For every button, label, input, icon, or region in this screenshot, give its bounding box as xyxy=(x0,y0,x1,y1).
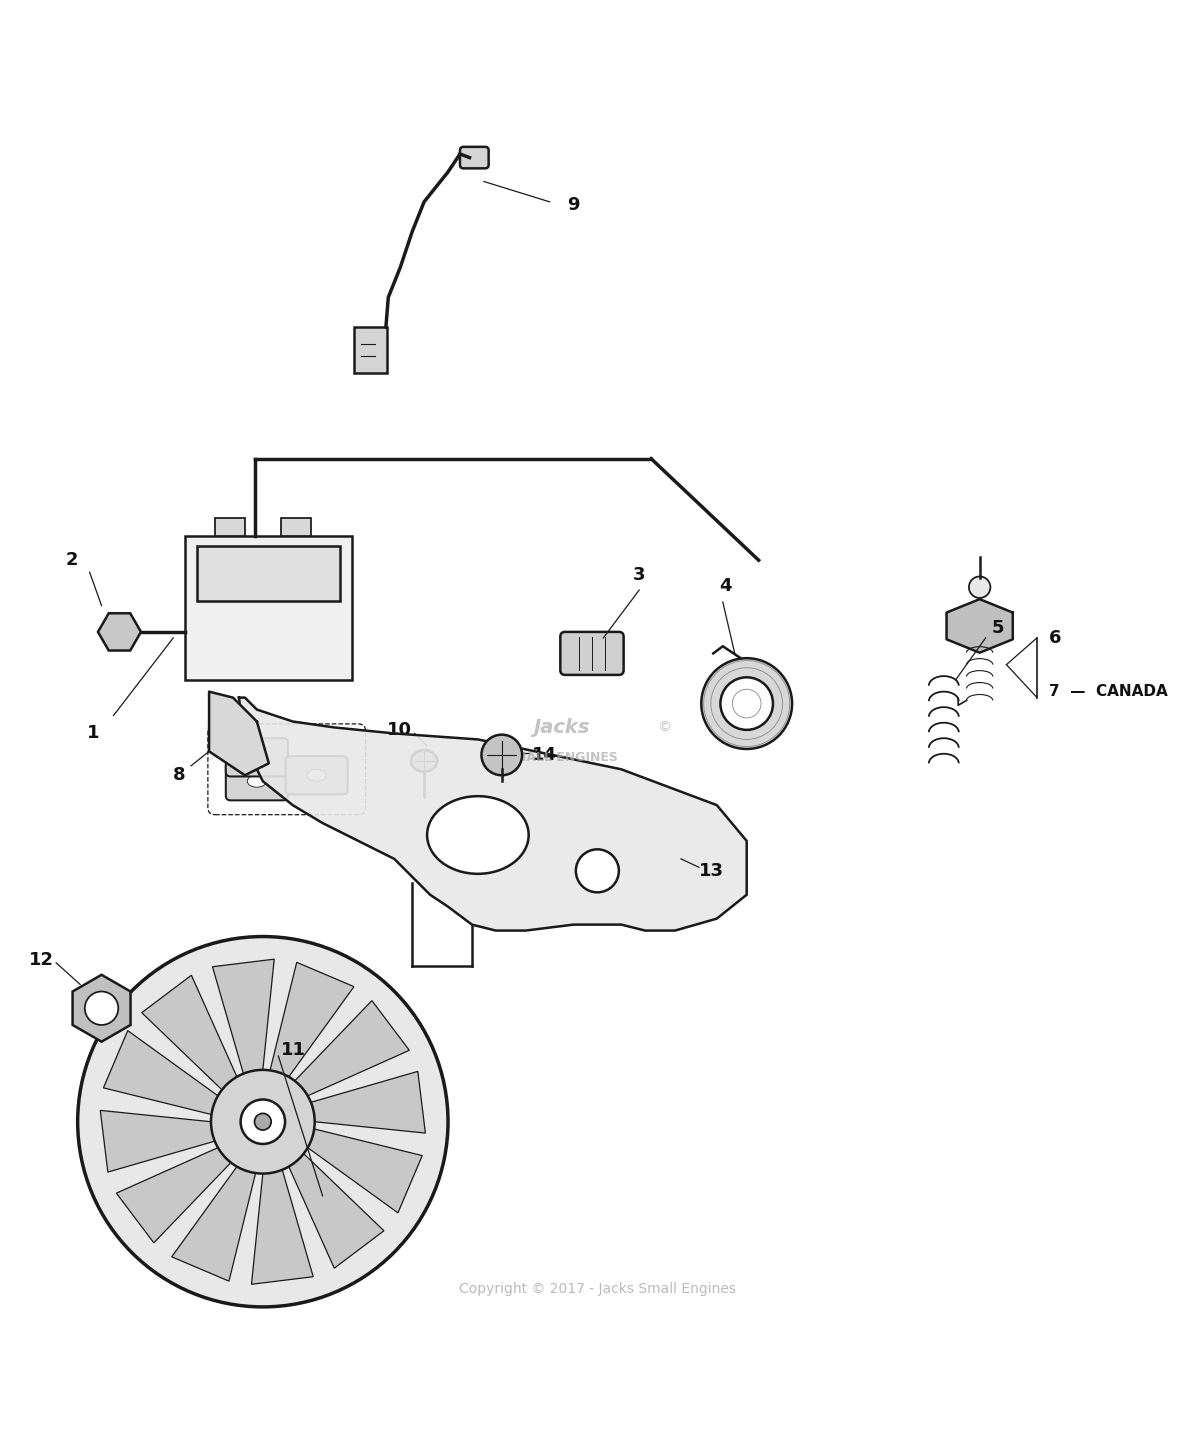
Polygon shape xyxy=(295,1000,409,1095)
FancyBboxPatch shape xyxy=(286,756,348,795)
Polygon shape xyxy=(270,962,354,1076)
Text: Jacks: Jacks xyxy=(533,719,589,737)
Bar xyxy=(197,547,341,600)
Text: 9: 9 xyxy=(568,196,580,215)
Text: 2: 2 xyxy=(65,551,78,569)
Ellipse shape xyxy=(427,797,529,874)
Ellipse shape xyxy=(410,750,437,772)
Text: 8: 8 xyxy=(173,766,185,784)
Text: 10: 10 xyxy=(388,722,412,739)
Polygon shape xyxy=(103,1030,218,1114)
Polygon shape xyxy=(101,1110,215,1172)
Circle shape xyxy=(254,1114,271,1130)
Circle shape xyxy=(576,850,619,892)
Text: ©: © xyxy=(658,720,671,734)
Text: Copyright © 2017 - Jacks Small Engines: Copyright © 2017 - Jacks Small Engines xyxy=(458,1281,736,1296)
Bar xyxy=(185,537,353,680)
Polygon shape xyxy=(311,1071,425,1133)
FancyBboxPatch shape xyxy=(226,762,288,801)
Polygon shape xyxy=(209,691,269,775)
Text: 14: 14 xyxy=(532,746,557,763)
Text: SMALL ENGINES: SMALL ENGINES xyxy=(505,750,618,763)
Polygon shape xyxy=(307,1128,422,1214)
Ellipse shape xyxy=(247,752,266,763)
Polygon shape xyxy=(947,599,1013,652)
Text: 12: 12 xyxy=(29,951,54,970)
Circle shape xyxy=(701,658,792,749)
Ellipse shape xyxy=(247,775,266,788)
Circle shape xyxy=(720,677,773,730)
Circle shape xyxy=(85,991,119,1025)
FancyBboxPatch shape xyxy=(560,632,624,675)
FancyBboxPatch shape xyxy=(354,328,388,372)
Text: 7  —  CANADA: 7 — CANADA xyxy=(1049,684,1168,698)
Bar xyxy=(281,518,311,537)
Ellipse shape xyxy=(968,576,990,597)
Text: 4: 4 xyxy=(719,577,732,596)
Text: 11: 11 xyxy=(281,1040,306,1059)
Bar xyxy=(215,518,245,537)
Polygon shape xyxy=(289,1153,384,1268)
Text: 13: 13 xyxy=(698,861,724,880)
Text: 5: 5 xyxy=(991,619,1004,638)
Polygon shape xyxy=(239,697,746,931)
Text: 3: 3 xyxy=(632,566,646,583)
FancyBboxPatch shape xyxy=(460,147,488,169)
Polygon shape xyxy=(252,1170,313,1284)
Circle shape xyxy=(78,937,448,1307)
Polygon shape xyxy=(212,960,275,1074)
Polygon shape xyxy=(116,1147,230,1242)
Text: 6: 6 xyxy=(1049,629,1062,646)
FancyBboxPatch shape xyxy=(226,739,288,776)
Polygon shape xyxy=(172,1166,256,1281)
Circle shape xyxy=(211,1069,314,1173)
Polygon shape xyxy=(142,975,236,1089)
Circle shape xyxy=(241,1100,286,1144)
Circle shape xyxy=(481,734,522,775)
Ellipse shape xyxy=(307,769,326,781)
Text: 1: 1 xyxy=(86,724,100,743)
